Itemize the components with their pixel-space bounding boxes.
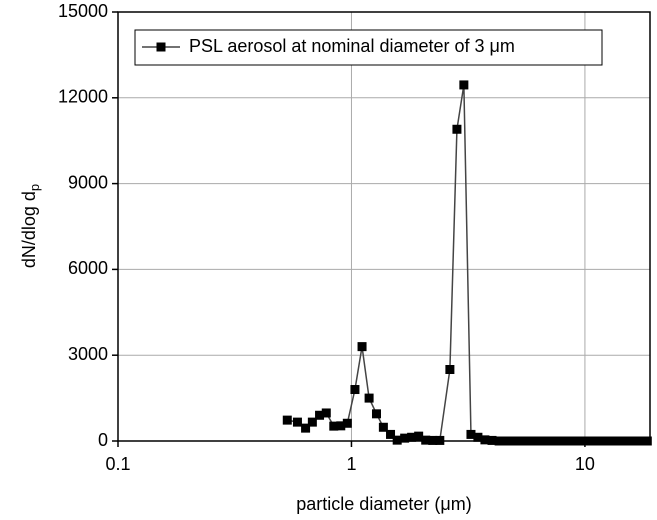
data-point (452, 124, 462, 134)
data-point (579, 436, 589, 446)
y-axis-label-subscript: p (27, 184, 42, 191)
y-tick-label: 9000 (68, 172, 108, 192)
plot-frame (117, 11, 651, 442)
data-point (614, 436, 624, 446)
legend-label: PSL aerosol at nominal diameter of 3 μm (189, 36, 515, 56)
data-point (350, 385, 360, 395)
data-point (480, 435, 490, 445)
data-point (635, 436, 645, 446)
data-point (282, 415, 292, 425)
data-point (466, 429, 476, 439)
data-point (392, 435, 402, 445)
data-point (621, 436, 631, 446)
data-point (357, 342, 367, 352)
data-point (551, 436, 561, 446)
data-point (292, 417, 302, 427)
data-point (400, 433, 410, 443)
data-point (607, 436, 617, 446)
x-tick-label: 10 (575, 454, 595, 474)
y-tick-label: 0 (98, 430, 108, 450)
y-axis-label: dN/dlog dp (19, 184, 43, 268)
data-point (522, 436, 532, 446)
x-axis-label: particle diameter (μm) (296, 494, 471, 514)
data-point (487, 435, 497, 445)
data-line (287, 84, 648, 442)
data-point (445, 365, 455, 374)
data-point (600, 436, 610, 446)
legend-marker (156, 42, 166, 52)
data-point (501, 436, 511, 446)
data-point (421, 435, 431, 445)
data-point (529, 436, 539, 446)
data-point (321, 408, 331, 418)
y-tick-label: 3000 (68, 344, 108, 364)
data-point (572, 436, 582, 446)
y-axis-label-main: dN/dlog d (19, 191, 39, 268)
data-point (435, 435, 445, 445)
data-point (473, 432, 483, 442)
data-point (301, 423, 311, 433)
data-point (593, 436, 603, 446)
data-point (307, 417, 317, 427)
data-point (508, 436, 518, 446)
data-point (494, 436, 504, 446)
data-point (329, 421, 339, 431)
data-point (378, 422, 388, 432)
data-point (459, 80, 469, 90)
data-point (565, 436, 575, 446)
data-point (642, 436, 652, 446)
data-point (544, 436, 554, 446)
data-point (342, 418, 352, 428)
data-point (537, 436, 547, 446)
y-tick-label: 15000 (58, 1, 108, 21)
y-tick-label: 6000 (68, 258, 108, 278)
data-point (336, 421, 346, 431)
data-point (586, 436, 596, 446)
data-point (407, 432, 417, 442)
data-point (386, 429, 396, 439)
data-point (315, 410, 325, 420)
data-point (628, 436, 638, 446)
data-point (558, 436, 568, 446)
data-point (414, 431, 424, 441)
legend-box (134, 29, 603, 66)
x-tick-label: 0.1 (105, 454, 130, 474)
data-point (428, 435, 438, 445)
data-point (371, 409, 381, 419)
data-point (364, 393, 374, 403)
y-tick-label: 12000 (58, 87, 108, 107)
data-point (515, 436, 525, 446)
x-tick-label: 1 (346, 454, 356, 474)
